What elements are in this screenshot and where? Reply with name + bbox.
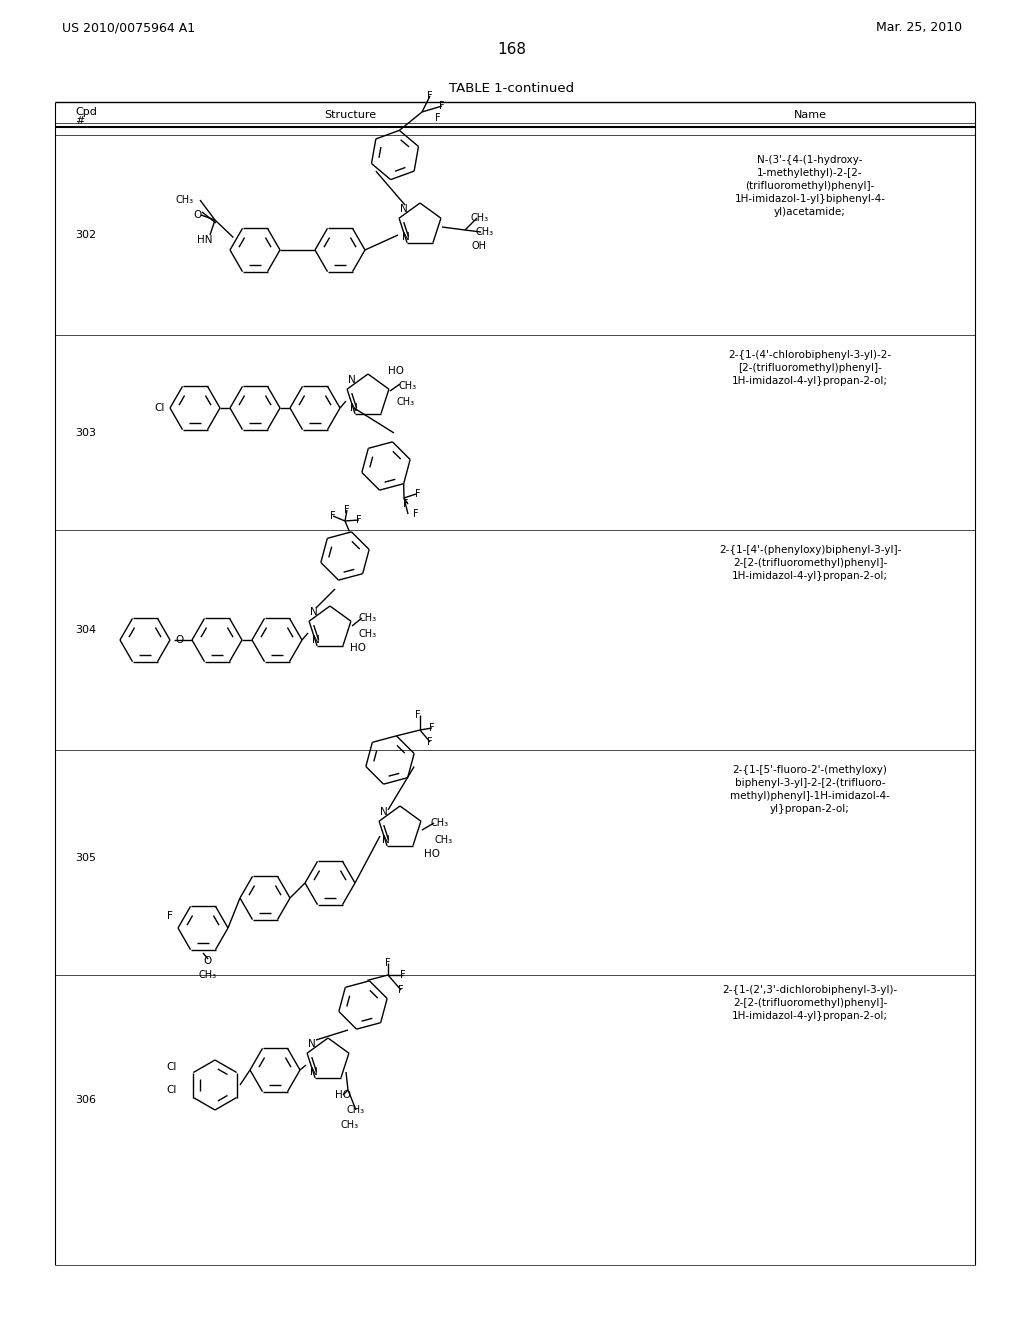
Text: 305: 305 — [75, 853, 96, 863]
Text: Name: Name — [794, 110, 826, 120]
Text: 1-methylethyl)-2-[2-: 1-methylethyl)-2-[2- — [757, 168, 863, 178]
Text: Cl: Cl — [167, 1063, 177, 1072]
Text: HN: HN — [198, 235, 213, 246]
Text: TABLE 1-continued: TABLE 1-continued — [450, 82, 574, 95]
Text: yl)acetamide;: yl)acetamide; — [774, 207, 846, 216]
Text: F: F — [403, 499, 409, 510]
Text: CH₃: CH₃ — [435, 836, 453, 845]
Text: Cl: Cl — [155, 403, 165, 413]
Text: [2-(trifluoromethyl)phenyl]-: [2-(trifluoromethyl)phenyl]- — [738, 363, 882, 374]
Text: 306: 306 — [75, 1096, 96, 1105]
Text: CH₃: CH₃ — [399, 381, 417, 391]
Text: F: F — [414, 510, 419, 519]
Text: F: F — [427, 91, 433, 102]
Text: F: F — [400, 970, 406, 979]
Text: Cpd: Cpd — [75, 107, 97, 117]
Text: CH₃: CH₃ — [341, 1119, 359, 1130]
Text: Structure: Structure — [324, 110, 376, 120]
Text: O: O — [193, 210, 201, 220]
Text: 302: 302 — [75, 230, 96, 240]
Text: N: N — [310, 607, 317, 616]
Text: 2-{1-[5'-fluoro-2'-(methyloxy): 2-{1-[5'-fluoro-2'-(methyloxy) — [732, 766, 888, 775]
Text: (trifluoromethyl)phenyl]-: (trifluoromethyl)phenyl]- — [745, 181, 874, 191]
Text: F: F — [429, 723, 435, 733]
Text: O: O — [204, 956, 212, 966]
Text: 1H-imidazol-4-yl}propan-2-ol;: 1H-imidazol-4-yl}propan-2-ol; — [732, 1011, 888, 1020]
Text: F: F — [427, 737, 433, 747]
Text: N: N — [348, 375, 356, 385]
Text: 2-{1-[4'-(phenyloxy)biphenyl-3-yl]-: 2-{1-[4'-(phenyloxy)biphenyl-3-yl]- — [719, 545, 901, 554]
Text: 1H-imidazol-1-yl}biphenyl-4-: 1H-imidazol-1-yl}biphenyl-4- — [734, 194, 886, 205]
Text: methyl)phenyl]-1H-imidazol-4-: methyl)phenyl]-1H-imidazol-4- — [730, 791, 890, 801]
Text: #: # — [75, 116, 84, 125]
Text: F: F — [439, 102, 444, 111]
Text: N-(3'-{4-(1-hydroxy-: N-(3'-{4-(1-hydroxy- — [758, 154, 863, 165]
Text: yl}propan-2-ol;: yl}propan-2-ol; — [770, 804, 850, 814]
Text: 1H-imidazol-4-yl}propan-2-ol;: 1H-imidazol-4-yl}propan-2-ol; — [732, 376, 888, 385]
Text: F: F — [398, 985, 403, 995]
Text: biphenyl-3-yl]-2-[2-(trifluoro-: biphenyl-3-yl]-2-[2-(trifluoro- — [734, 777, 886, 788]
Text: 2-[2-(trifluoromethyl)phenyl]-: 2-[2-(trifluoromethyl)phenyl]- — [733, 558, 887, 568]
Text: Mar. 25, 2010: Mar. 25, 2010 — [876, 21, 962, 34]
Text: CH₃: CH₃ — [397, 397, 415, 407]
Text: 1H-imidazol-4-yl}propan-2-ol;: 1H-imidazol-4-yl}propan-2-ol; — [732, 572, 888, 581]
Text: Cl: Cl — [167, 1085, 177, 1096]
Text: US 2010/0075964 A1: US 2010/0075964 A1 — [62, 21, 196, 34]
Text: F: F — [344, 506, 350, 515]
Text: N: N — [308, 1039, 315, 1049]
Text: CH₃: CH₃ — [476, 227, 494, 238]
Text: N: N — [310, 1067, 317, 1077]
Text: CH₃: CH₃ — [359, 612, 377, 623]
Text: CH₃: CH₃ — [199, 970, 217, 979]
Text: N: N — [312, 635, 319, 645]
Text: 303: 303 — [75, 428, 96, 438]
Text: 168: 168 — [498, 42, 526, 58]
Text: HO: HO — [350, 643, 366, 653]
Text: CH₃: CH₃ — [176, 195, 195, 205]
Text: 2-[2-(trifluoromethyl)phenyl]-: 2-[2-(trifluoromethyl)phenyl]- — [733, 998, 887, 1008]
Text: CH₃: CH₃ — [359, 630, 377, 639]
Text: F: F — [356, 515, 361, 525]
Text: O: O — [176, 635, 184, 645]
Text: F: F — [435, 114, 440, 123]
Text: CH₃: CH₃ — [431, 818, 450, 828]
Text: N: N — [402, 232, 410, 242]
Text: 2-{1-(2',3'-dichlorobiphenyl-3-yl)-: 2-{1-(2',3'-dichlorobiphenyl-3-yl)- — [722, 985, 898, 995]
Text: 2-{1-(4'-chlorobiphenyl-3-yl)-2-: 2-{1-(4'-chlorobiphenyl-3-yl)-2- — [728, 350, 892, 360]
Text: 304: 304 — [75, 624, 96, 635]
Text: HO: HO — [335, 1090, 351, 1100]
Text: N: N — [350, 403, 357, 413]
Text: N: N — [382, 836, 390, 845]
Text: OH: OH — [471, 242, 486, 251]
Text: HO: HO — [424, 849, 440, 859]
Text: N: N — [400, 205, 408, 214]
Text: F: F — [415, 488, 421, 499]
Text: CH₃: CH₃ — [471, 213, 489, 223]
Text: F: F — [415, 710, 421, 719]
Text: F: F — [385, 958, 391, 968]
Text: N: N — [380, 807, 388, 817]
Text: CH₃: CH₃ — [347, 1105, 366, 1115]
Text: F: F — [167, 911, 173, 921]
Text: HO: HO — [388, 366, 404, 376]
Text: F: F — [330, 511, 336, 521]
